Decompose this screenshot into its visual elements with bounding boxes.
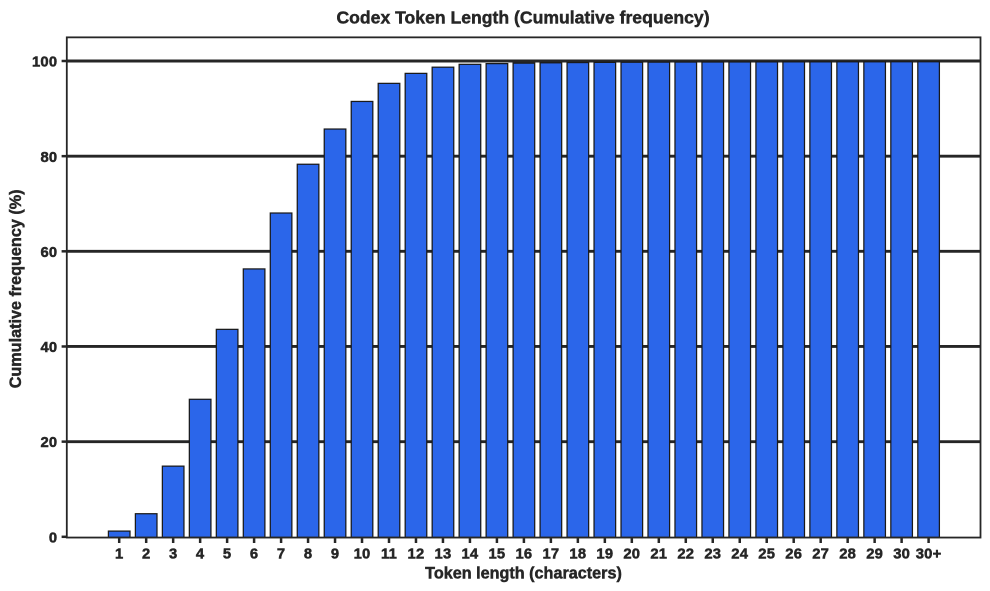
svg-text:30+: 30+ bbox=[916, 546, 942, 562]
svg-text:12: 12 bbox=[408, 546, 425, 562]
svg-text:13: 13 bbox=[435, 546, 452, 562]
svg-text:21: 21 bbox=[650, 546, 667, 562]
svg-text:10: 10 bbox=[354, 546, 371, 562]
svg-text:11: 11 bbox=[381, 546, 397, 562]
svg-text:20: 20 bbox=[623, 546, 640, 562]
svg-text:18: 18 bbox=[569, 546, 586, 562]
svg-text:27: 27 bbox=[812, 546, 829, 562]
svg-text:17: 17 bbox=[542, 546, 559, 562]
svg-text:14: 14 bbox=[462, 546, 479, 562]
svg-text:100: 100 bbox=[32, 55, 57, 71]
svg-text:20: 20 bbox=[40, 435, 57, 451]
svg-text:30: 30 bbox=[893, 546, 910, 562]
svg-text:24: 24 bbox=[731, 546, 748, 562]
svg-text:5: 5 bbox=[223, 546, 231, 562]
svg-text:80: 80 bbox=[40, 150, 57, 166]
svg-text:25: 25 bbox=[758, 546, 775, 562]
svg-text:0: 0 bbox=[49, 530, 57, 546]
svg-text:4: 4 bbox=[196, 546, 205, 562]
svg-text:Token length (characters): Token length (characters) bbox=[425, 565, 622, 583]
svg-text:1: 1 bbox=[115, 546, 123, 562]
svg-text:8: 8 bbox=[304, 546, 312, 562]
svg-text:26: 26 bbox=[785, 546, 802, 562]
svg-text:2: 2 bbox=[142, 546, 150, 562]
svg-text:9: 9 bbox=[331, 546, 339, 562]
svg-text:Codex Token Length (Cumulative: Codex Token Length (Cumulative frequency… bbox=[336, 8, 709, 28]
svg-text:60: 60 bbox=[40, 245, 57, 261]
svg-text:3: 3 bbox=[169, 546, 177, 562]
svg-text:16: 16 bbox=[515, 546, 532, 562]
svg-text:6: 6 bbox=[250, 546, 258, 562]
svg-text:19: 19 bbox=[596, 546, 613, 562]
svg-text:15: 15 bbox=[488, 546, 505, 562]
svg-text:29: 29 bbox=[866, 546, 883, 562]
svg-text:22: 22 bbox=[677, 546, 694, 562]
svg-text:Cumulative frequency (%): Cumulative frequency (%) bbox=[7, 190, 25, 389]
svg-text:7: 7 bbox=[277, 546, 285, 562]
svg-text:23: 23 bbox=[704, 546, 721, 562]
svg-text:40: 40 bbox=[40, 340, 57, 356]
svg-text:28: 28 bbox=[839, 546, 856, 562]
